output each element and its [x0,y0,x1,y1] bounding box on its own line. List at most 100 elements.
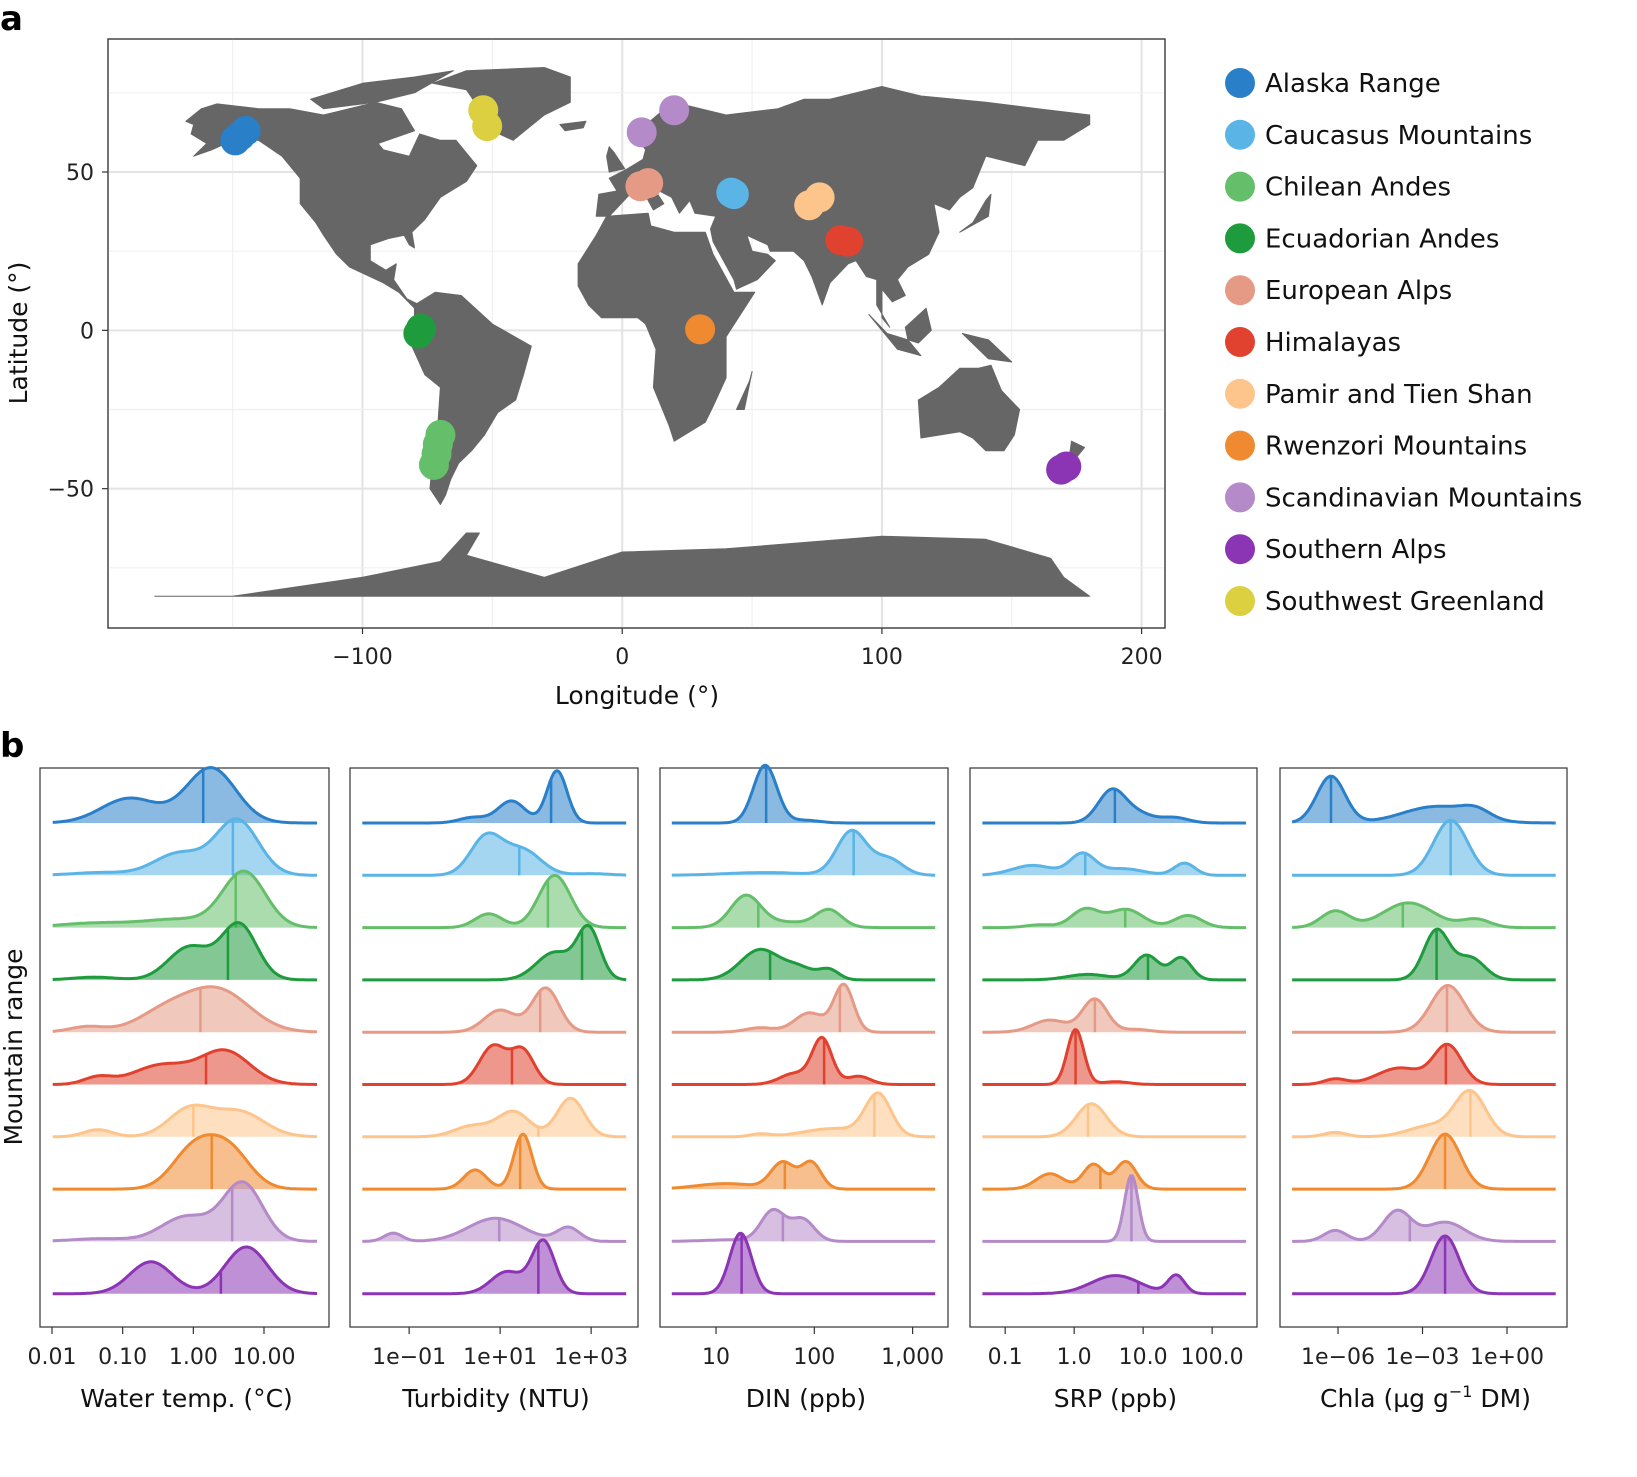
legend-swatch [1225,482,1255,513]
site-point [718,179,749,210]
ridge-line [52,1103,317,1139]
ridge-line [362,1238,627,1296]
ridge-fill [982,1274,1246,1294]
legend-item: Himalayas [1225,327,1401,358]
ridge-european-alps [1292,984,1556,1034]
ridge-fill [52,1247,317,1294]
y-tick-label: 0 [80,319,94,344]
ridge-line [362,1096,627,1139]
ridge-line [982,953,1246,982]
ridge-line [362,873,627,930]
ridge-ecuadorian-andes [52,921,317,982]
ridge-line [1291,774,1556,825]
site-point [659,95,690,126]
x-tick-label: 1e−01 [372,1345,446,1370]
ridge-chilean-andes [1292,901,1556,930]
x-tick-label: 1,000 [881,1345,944,1370]
x-tick-label: 1e+01 [463,1345,537,1370]
legend-item: Pamir and Tien Shan [1225,378,1533,410]
ridge-line [1292,901,1556,930]
ridge-alaska-range [362,769,627,825]
legend-item: Chilean Andes [1225,171,1451,203]
world-map-panel: −100 0 100 200 50 0 −50 Longitude (°) Latitude… [4,38,1166,710]
map-axis-ticks: −100 0 100 200 50 0 −50 [48,161,1163,670]
land-iceland [559,120,587,132]
x-tick-label: 1e+03 [554,1345,628,1370]
ridge-line [1292,1208,1556,1243]
ridge-fill [362,987,627,1033]
land-new-guinea [961,333,1013,363]
ridge-ecuadorian-andes [362,923,627,982]
ridge-panel-frame [969,767,1258,1328]
ridge-fill [982,1161,1246,1190]
ridge-caucasus-mountains [1292,818,1556,877]
ridge-fill [1292,985,1556,1033]
ridge-caucasus-mountains [52,817,318,877]
ridge-line [362,1043,627,1086]
ridge-line [362,986,627,1034]
legend-swatch [1225,223,1255,254]
ridge-line [52,1133,317,1191]
ridge-fill [362,925,627,980]
legend-item: Southern Alps [1225,534,1447,565]
legend-swatch [1225,586,1255,616]
ridge-fill [671,1233,936,1294]
ridge-caucasus-mountains [671,828,936,877]
legend-label: Caucasus Mountains [1265,121,1532,151]
x-tick-label: 1e−06 [1301,1345,1375,1370]
ridge-line [671,1035,936,1086]
legend-swatch [1225,275,1255,306]
ridge-line [671,1231,936,1296]
ridge-line [52,1245,317,1296]
ridge-line [52,1048,317,1086]
ridge-alaska-range [982,787,1246,825]
x-tick-label: 0.1 [988,1345,1023,1370]
ridge-pamir-and-tien-shan [52,1103,317,1139]
legend-item: European Alps [1225,275,1452,306]
ridge-fill [52,986,317,1033]
ridge-fill [982,1103,1246,1137]
site-point [230,115,261,146]
y-axis-title: Latitude (°) [4,262,33,405]
x-axis-title-part: −1 [1449,1382,1473,1401]
ridge-european-alps [52,985,318,1034]
ridge-himalayas [362,1043,627,1086]
ridge-line [362,923,627,982]
ridge-line [982,1102,1246,1139]
ridge-line [982,906,1246,930]
ridge-scandinavian-mountains [52,1180,317,1243]
x-axis-title: DIN (ppb) [746,1384,866,1413]
x-tick-label: 200 [1121,645,1163,670]
x-axis-title: Turbidity (NTU) [401,1384,590,1413]
x-tick-label: 100 [861,645,903,670]
site-point [685,314,716,345]
ridge-line [52,817,318,877]
ridge-alaska-range [671,763,936,825]
x-tick-label: 10.0 [1119,1345,1168,1370]
land-sumatra-java [868,314,922,357]
ridge-rwenzori-mountains [362,1132,627,1191]
x-tick-label: 1e+00 [1470,1345,1544,1370]
legend-label: Chilean Andes [1265,173,1451,203]
ridge-fill [362,875,627,928]
ridge-line [1292,1088,1556,1139]
x-tick-label: 0.10 [98,1345,147,1370]
ridge-line [1292,927,1556,982]
legend-item: Alaska Range [1225,68,1441,99]
legend-swatch [1225,327,1255,357]
ridge-line [671,828,936,877]
ridge-fill [52,1105,317,1137]
ridge-fill [362,1218,627,1242]
legend-item: Southwest Greenland [1225,586,1545,617]
ridge-scandinavian-mountains [982,1174,1246,1243]
ridge-fill [362,1239,627,1294]
legend-label: Scandinavian Mountains [1265,483,1582,513]
ridge-line [52,869,317,929]
ridge-himalayas [982,1028,1246,1086]
land-antarctica [154,532,1091,597]
ridge-line [1292,1234,1556,1296]
ridge-line [982,997,1246,1034]
